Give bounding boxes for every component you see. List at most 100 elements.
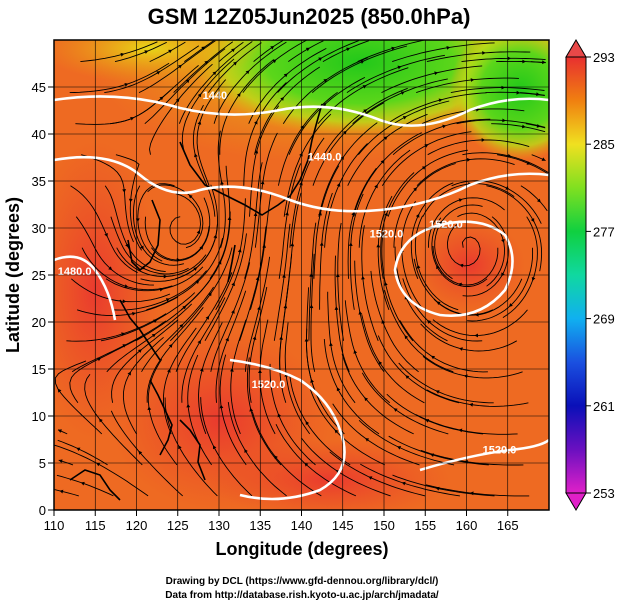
streamline bbox=[309, 387, 385, 466]
streamline bbox=[111, 319, 179, 403]
streamline bbox=[111, 270, 207, 311]
y-tick-label: 10 bbox=[32, 409, 46, 424]
streamline bbox=[361, 372, 449, 435]
streamline bbox=[416, 158, 515, 187]
streamline-arrow bbox=[208, 292, 212, 297]
streamline-arrow bbox=[459, 347, 463, 351]
streamline bbox=[467, 247, 534, 322]
streamline bbox=[54, 444, 149, 497]
streamline-arrow bbox=[76, 447, 81, 452]
streamline bbox=[284, 192, 302, 310]
height-contours bbox=[54, 95, 549, 501]
x-axis-label: Longitude (degrees) bbox=[215, 539, 388, 559]
credit-drawing: Drawing by DCL (https://www.gfd-dennou.o… bbox=[166, 576, 439, 587]
streamline-arrow bbox=[104, 232, 108, 237]
streamline bbox=[200, 397, 253, 497]
streamline bbox=[277, 40, 360, 93]
streamline bbox=[525, 123, 546, 129]
streamline bbox=[169, 193, 201, 245]
streamline-arrow bbox=[305, 421, 310, 426]
streamline-arrow bbox=[262, 244, 267, 248]
streamline bbox=[278, 163, 302, 279]
streamline bbox=[269, 363, 316, 466]
streamline-arrow bbox=[299, 181, 303, 186]
streamline-arrow bbox=[474, 333, 479, 338]
streamline bbox=[486, 185, 543, 272]
streamline-arrow bbox=[137, 349, 142, 353]
streamline-arrow bbox=[334, 306, 339, 310]
streamline bbox=[242, 40, 307, 93]
streamline-arrow bbox=[156, 71, 161, 75]
streamline-arrow bbox=[231, 282, 235, 287]
streamline bbox=[361, 314, 425, 404]
streamline-arrow bbox=[436, 265, 440, 270]
streamline-arrow bbox=[507, 56, 511, 61]
streamline-arrow bbox=[421, 166, 426, 170]
streamline bbox=[381, 231, 414, 342]
y-axis-ticks: 0 5 10 15 20 25 30 35 40 45 bbox=[32, 80, 54, 518]
streamline-arrow bbox=[530, 218, 535, 223]
colorbar-tick-label: 269 bbox=[593, 312, 615, 327]
streamline-arrow bbox=[305, 47, 310, 52]
streamline bbox=[243, 82, 287, 186]
streamline-arrow bbox=[400, 91, 405, 95]
streamline bbox=[520, 185, 548, 212]
streamline-arrow bbox=[435, 390, 440, 394]
streamline bbox=[213, 41, 287, 124]
streamline bbox=[311, 45, 408, 93]
streamline bbox=[249, 105, 280, 217]
streamline-arrow bbox=[431, 355, 436, 360]
streamline-arrow bbox=[159, 96, 164, 101]
streamline bbox=[71, 278, 171, 303]
streamline-arrow bbox=[401, 481, 406, 486]
streamline-arrow bbox=[358, 310, 363, 315]
streamline-arrow bbox=[446, 45, 451, 50]
streamline-arrow bbox=[135, 218, 140, 222]
streamline bbox=[346, 54, 445, 93]
streamline bbox=[196, 79, 227, 186]
streamline bbox=[56, 474, 114, 497]
streamline-arrow bbox=[469, 491, 474, 496]
streamline-arrow bbox=[442, 124, 447, 129]
streamline-arrow bbox=[383, 136, 388, 141]
streamline-arrow bbox=[516, 90, 521, 95]
streamline-arrow bbox=[220, 181, 224, 185]
streamline-arrow bbox=[260, 180, 265, 185]
streamline bbox=[149, 63, 213, 155]
streamline bbox=[273, 223, 291, 341]
streamline bbox=[370, 270, 419, 373]
streamline-arrow bbox=[342, 130, 347, 135]
streamline-arrow bbox=[458, 428, 463, 433]
contour-label: 1520.0 bbox=[252, 379, 286, 391]
streamline-arrow bbox=[204, 60, 209, 65]
streamline bbox=[70, 185, 138, 274]
x-tick-label: 125 bbox=[167, 518, 189, 533]
streamline bbox=[354, 260, 385, 373]
streamline-arrow bbox=[346, 47, 351, 52]
streamline bbox=[357, 40, 425, 63]
streamline-arrow bbox=[438, 98, 443, 103]
streamline bbox=[144, 216, 210, 261]
streamline bbox=[227, 402, 287, 497]
streamline-arrow bbox=[416, 264, 421, 269]
contour-label: 1520.0 bbox=[370, 228, 404, 240]
streamline-arrow bbox=[212, 445, 217, 450]
streamline bbox=[207, 42, 262, 93]
y-tick-label: 25 bbox=[32, 268, 46, 283]
streamline-arrow bbox=[231, 309, 235, 314]
streamline-arrow bbox=[168, 49, 173, 54]
streamline bbox=[230, 319, 247, 435]
streamline bbox=[181, 58, 235, 155]
streamline bbox=[426, 389, 529, 407]
streamline bbox=[54, 360, 103, 435]
streamline bbox=[169, 247, 233, 342]
y-axis-label: Latitude (degrees) bbox=[3, 197, 23, 353]
streamline-arrow bbox=[502, 118, 506, 123]
streamline-arrow bbox=[393, 408, 398, 412]
coastlines bbox=[69, 103, 323, 501]
streamline-arrow bbox=[360, 60, 365, 64]
streamline-arrow bbox=[236, 92, 241, 97]
y-tick-label: 15 bbox=[32, 362, 46, 377]
streamline-arrow bbox=[368, 476, 373, 480]
streamline-arrow bbox=[376, 243, 381, 248]
